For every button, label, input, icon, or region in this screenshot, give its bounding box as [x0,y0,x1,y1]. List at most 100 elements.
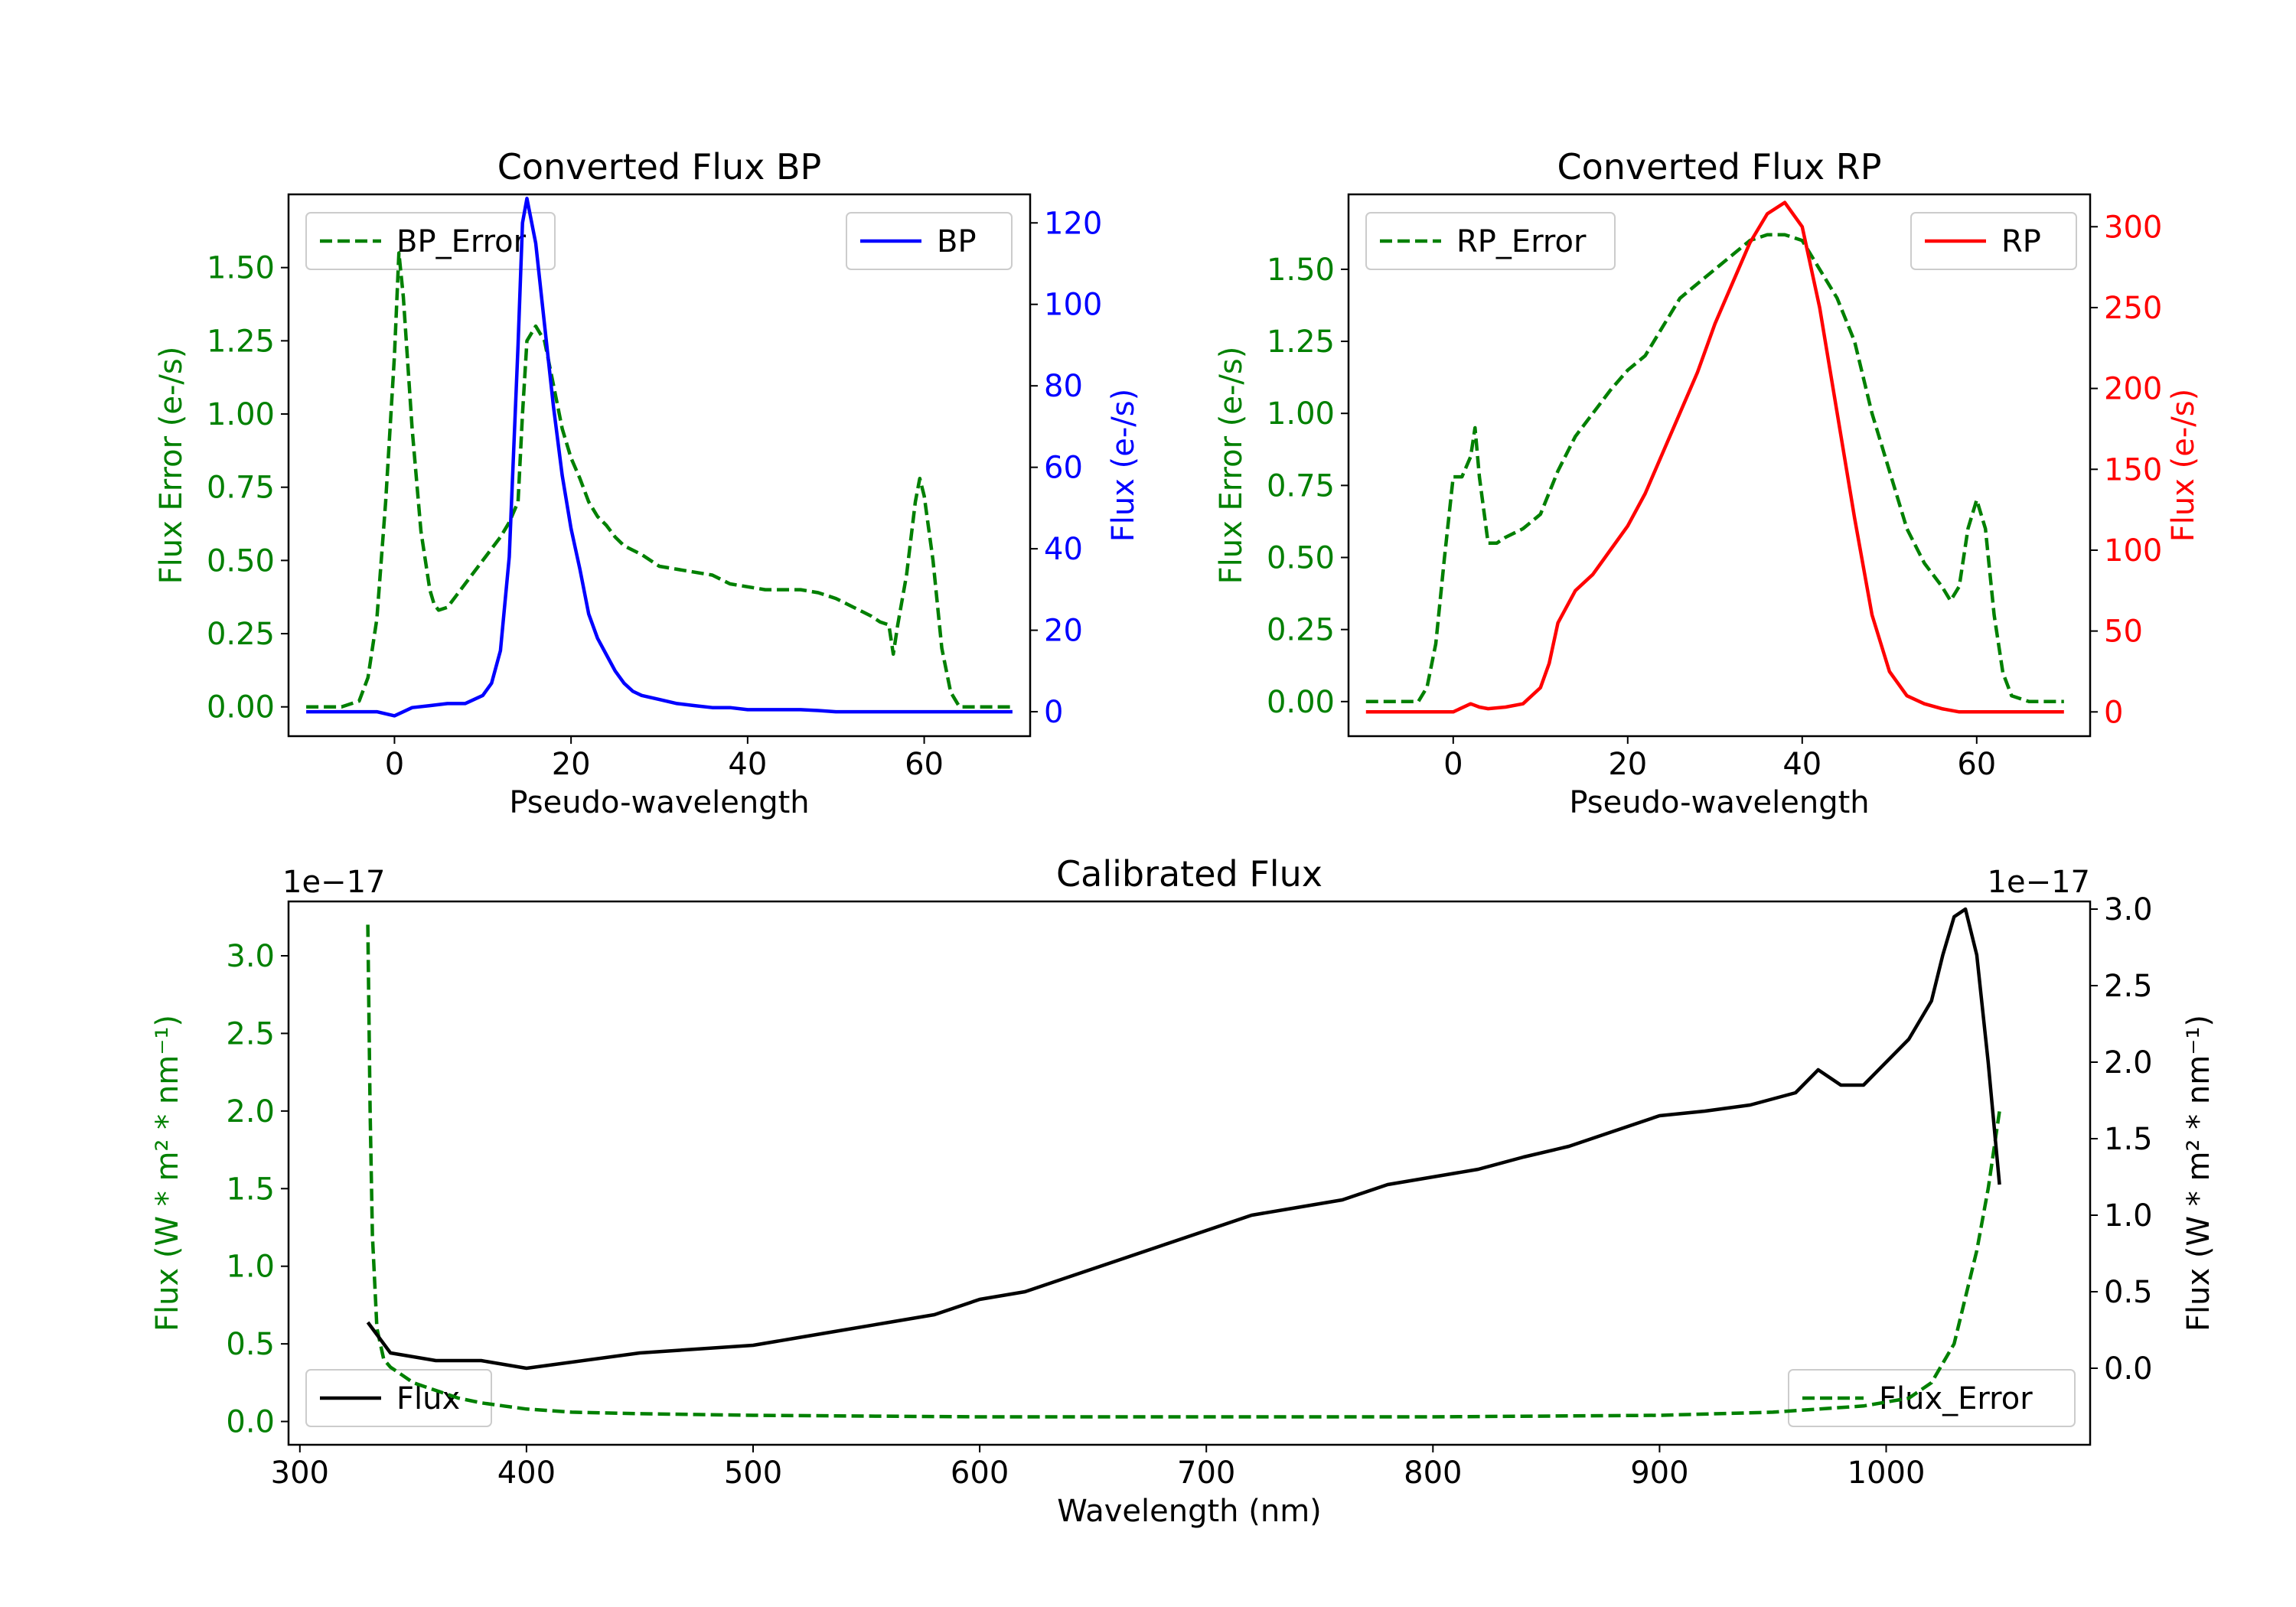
bp-xtick-label: 60 [905,747,944,782]
rp-chart: Converted Flux RP Pseudo-wavelength Flux… [1214,146,2201,820]
bp-ytick-label: 0.75 [207,471,275,506]
calibrated-y2tick-label: 1.0 [2104,1198,2153,1234]
rp-chart-xlabel: Pseudo-wavelength [1569,785,1869,820]
rp-rp-line [1365,200,2064,714]
calibrated-xtick-label: 1000 [1848,1455,1926,1491]
rp-xtick-label: 40 [1782,747,1821,782]
rp-y2tick-label: 300 [2104,210,2162,245]
bp-chart-ylabel: Flux Error (e-/s) [154,347,189,585]
calibrated-xtick-label: 700 [1177,1455,1235,1491]
bp-bp-line [306,197,1013,718]
calibrated-flux-line [366,907,2001,1371]
bp-error-legend-label: BP_Error [396,224,527,259]
calibrated-chart-ylabel: Flux (W * m² * nm⁻¹) [150,1015,185,1332]
rp-y2tick-label: 150 [2104,452,2162,487]
calibrated-chart-title: Calibrated Flux [1056,853,1322,895]
calibrated-series-group [366,907,2001,1419]
flux-error-legend: Flux_Error [1788,1369,2076,1427]
bp-axes-frame [287,193,1032,738]
calibrated-y2tick-label: 0.0 [2104,1351,2153,1387]
calibrated-ytick-label: 2.0 [226,1094,275,1129]
bp-ytick-label: 0.50 [207,543,275,579]
bp-error-legend: BP_Error [305,212,556,270]
bp-y2tick-label: 0 [1044,695,1063,730]
calibrated-y2tick-label: 1.5 [2104,1122,2153,1157]
rp-xtick-label: 0 [1443,747,1463,782]
calibrated-right-offset-text: 1e−17 [1988,865,2090,900]
bp-ytick-label: 0.00 [207,690,275,725]
flux-error-legend-box [1788,1369,2076,1427]
bp-legend-label: BP [937,224,977,259]
rp-rp-error-line [1365,233,2064,704]
rp-xtick-label: 20 [1608,747,1647,782]
calibrated-xtick-label: 300 [271,1455,329,1491]
rp-chart-ylabel: Flux Error (e-/s) [1214,347,1249,585]
bp-chart-xlabel: Pseudo-wavelength [509,785,809,820]
calibrated-xtick-label: 600 [951,1455,1009,1491]
calibrated-ytick-label: 1.5 [226,1172,275,1207]
calibrated-chart-xlabel: Wavelength (nm) [1057,1494,1322,1529]
rp-chart-y2label: Flux (e-/s) [2166,389,2201,542]
bp-y2tick-label: 60 [1044,451,1083,486]
calibrated-ytick-label: 2.5 [226,1016,275,1051]
calibrated-left-offset-text: 1e−17 [282,865,385,900]
rp-error-legend-box [1365,212,1616,270]
bp-y2tick-label: 80 [1044,369,1083,404]
bp-xtick-label: 40 [728,747,767,782]
bp-y2tick-label: 100 [1044,288,1102,323]
bp-xtick-label: 20 [552,747,591,782]
rp-ytick-label: 1.25 [1267,324,1335,360]
bp-chart-y2label: Flux (e-/s) [1106,389,1141,542]
bp-legend: BP [846,212,1013,270]
rp-y2tick-label: 250 [2104,291,2162,326]
bp-xtick-label: 0 [385,747,404,782]
bp-ytick-label: 1.00 [207,397,275,432]
rp-legend-label: RP [2001,224,2041,259]
calibrated-axes-frame [287,900,2092,1446]
rp-ytick-label: 0.50 [1267,541,1335,576]
calibrated-flux-error-line [366,924,2001,1419]
calibrated-ytick-label: 1.0 [226,1250,275,1285]
rp-chart-title: Converted Flux RP [1557,146,1882,187]
flux-legend-label: Flux [396,1381,460,1416]
rp-error-legend-label: RP_Error [1456,224,1587,259]
bp-y2tick-label: 20 [1044,614,1083,649]
calibrated-ytick-label: 0.0 [226,1405,275,1440]
calibrated-y2tick-label: 2.5 [2104,969,2153,1004]
bp-chart: Converted Flux BP Pseudo-wavelength Flux… [154,146,1141,820]
rp-ytick-label: 0.75 [1267,468,1335,504]
rp-ytick-label: 0.00 [1267,685,1335,720]
bp-y2tick-label: 120 [1044,206,1102,241]
rp-xtick-label: 60 [1957,747,1996,782]
rp-ytick-label: 0.25 [1267,613,1335,648]
bp-legend-box [846,212,1013,270]
flux-legend: Flux [305,1369,492,1427]
rp-y2tick-label: 100 [2104,533,2162,569]
flux-legend-box [305,1369,492,1427]
rp-y2tick-label: 0 [2104,695,2123,730]
bp-ytick-label: 1.25 [207,324,275,359]
rp-series-group [1365,200,2064,714]
rp-y2tick-label: 200 [2104,372,2162,407]
calibrated-chart-y2label: Flux (W * m² * nm⁻¹) [2181,1015,2216,1332]
calibrated-xtick-label: 900 [1630,1455,1688,1491]
calibrated-xtick-label: 400 [497,1455,556,1491]
calibrated-xtick-label: 500 [724,1455,782,1491]
calibrated-y2tick-label: 0.5 [2104,1275,2153,1310]
bp-series-group [306,197,1013,718]
rp-legend: RP [1910,212,2077,270]
bp-ytick-label: 0.25 [207,617,275,652]
flux-error-legend-label: Flux_Error [1879,1381,2033,1416]
rp-axes-frame [1347,193,2092,738]
calibrated-ytick-label: 0.5 [226,1327,275,1362]
bp-y2tick-label: 40 [1044,532,1083,567]
bp-bp-error-line [306,251,1013,709]
calibrated-ytick-label: 3.0 [226,939,275,974]
calibrated-y2tick-label: 2.0 [2104,1045,2153,1081]
calibrated-xtick-label: 800 [1404,1455,1462,1491]
rp-y2tick-label: 50 [2104,614,2143,650]
calibrated-y2tick-label: 3.0 [2104,892,2153,927]
calibrated-chart: Calibrated Flux Wavelength (nm) Flux (W … [150,853,2216,1529]
bp-ytick-label: 1.50 [207,251,275,286]
